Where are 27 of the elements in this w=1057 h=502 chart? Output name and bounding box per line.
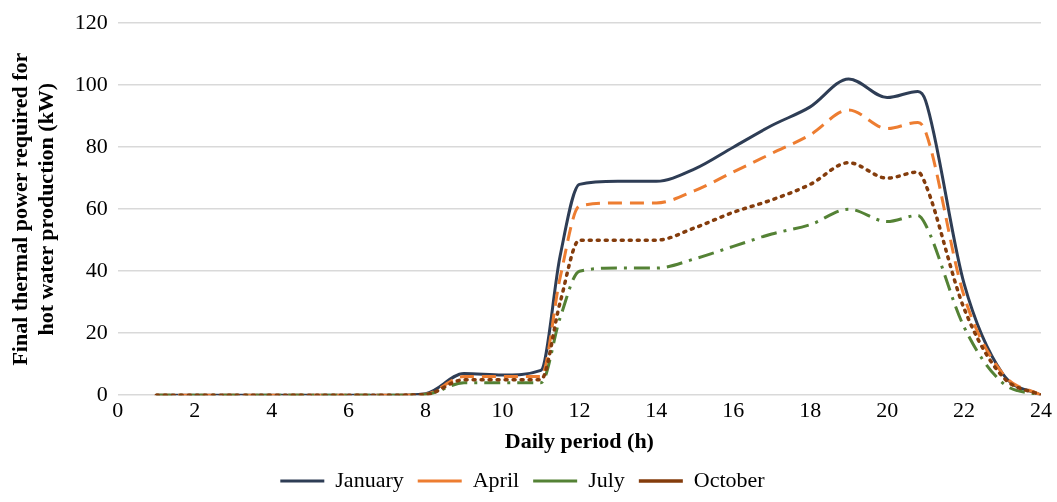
legend-label: July: [588, 466, 625, 492]
y-tick-label: 40: [85, 256, 108, 282]
x-tick-label: 14: [645, 397, 668, 423]
x-tick-label: 0: [112, 397, 124, 423]
y-tick-label: 100: [74, 70, 108, 96]
legend-label: October: [693, 466, 766, 492]
legend-label: April: [472, 466, 520, 492]
x-tick-label: 10: [491, 397, 514, 423]
legend-label: January: [335, 466, 404, 492]
x-tick-label: 12: [568, 397, 591, 423]
x-axis-title: Daily period (h): [504, 428, 654, 454]
y-tick-label: 80: [85, 132, 108, 158]
y-tick-label: 20: [85, 318, 108, 344]
x-tick-label: 6: [343, 397, 355, 423]
x-tick-label: 20: [876, 397, 899, 423]
x-tick-label: 4: [266, 397, 278, 423]
x-tick-label: 18: [799, 397, 822, 423]
x-tick-label: 16: [722, 397, 745, 423]
line-series: [154, 160, 1041, 396]
x-tick-label: 8: [420, 397, 432, 423]
y-axis-title: Final thermal power required for hot water production (kW): [6, 52, 59, 366]
x-tick-label: 2: [189, 397, 201, 423]
x-tick-label: 24: [1030, 397, 1052, 423]
x-tick-label: 22: [953, 397, 976, 423]
y-tick-label: 60: [85, 194, 108, 220]
y-tick-label: 120: [74, 8, 108, 34]
y-tick-label: 0: [96, 380, 108, 406]
